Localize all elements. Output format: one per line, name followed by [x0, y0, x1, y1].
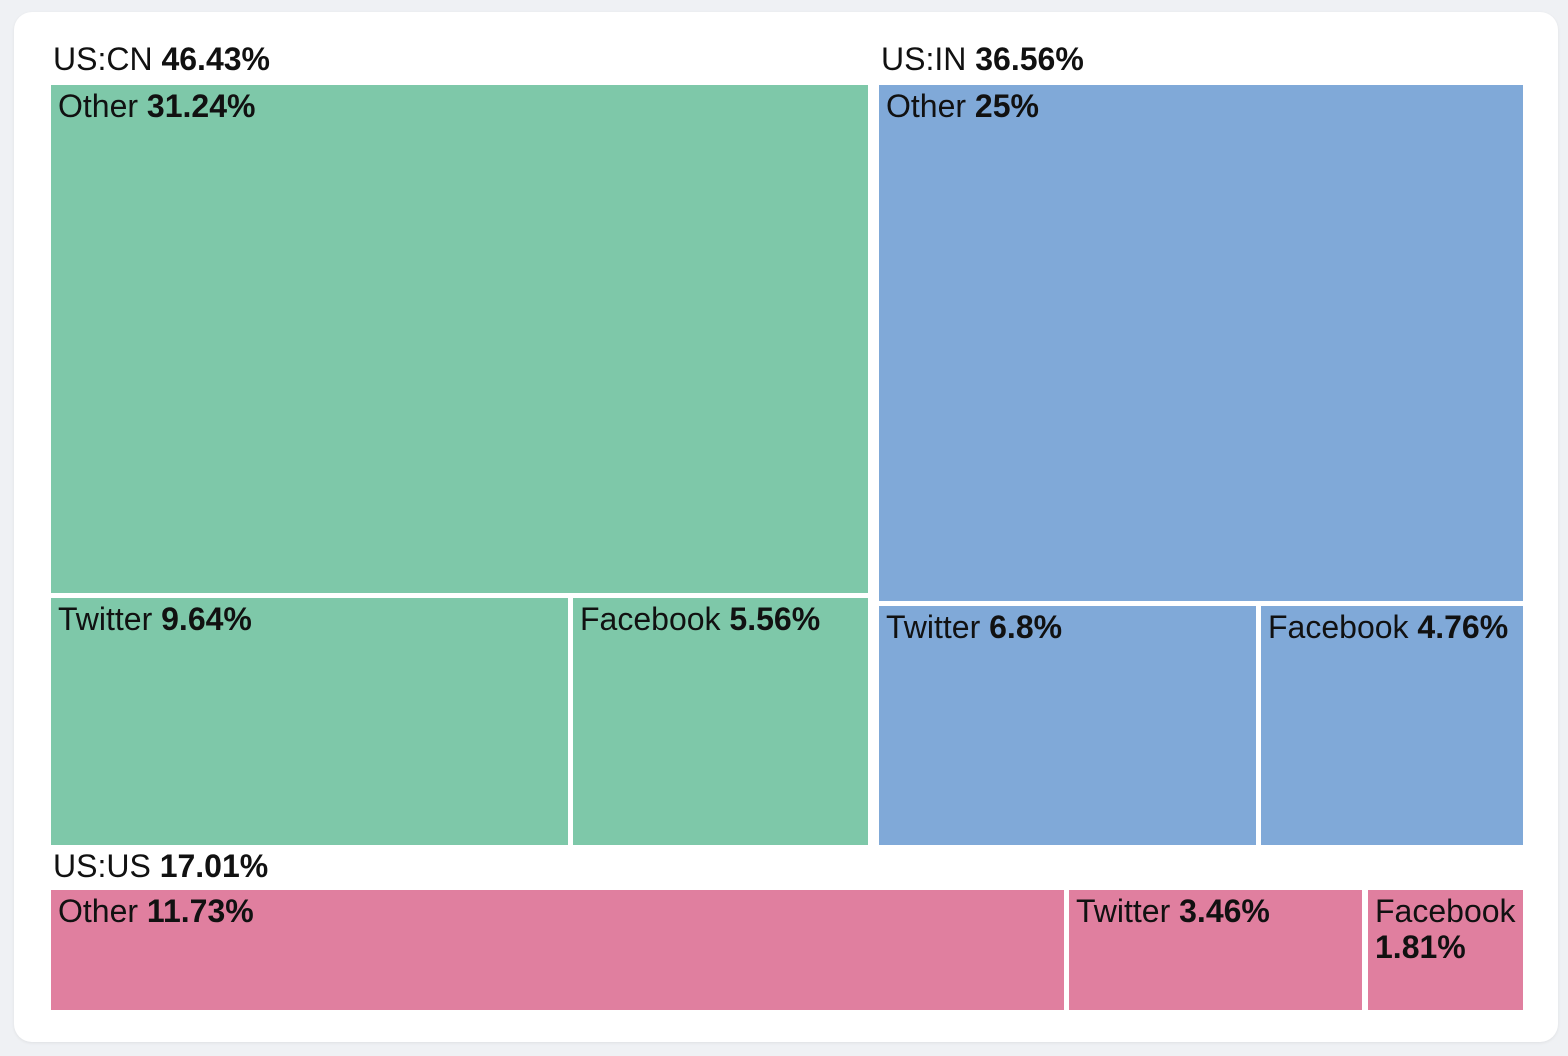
treemap-tile-us-us-twitter[interactable]: Twitter 3.46% [1069, 890, 1362, 1010]
treemap-tile-us-us-other[interactable]: Other 11.73% [51, 890, 1064, 1010]
tile-percent: 6.8% [989, 609, 1063, 645]
tile-name: Facebook [580, 601, 721, 637]
tile-name: Other [58, 893, 139, 929]
group-percent: 36.56% [975, 41, 1084, 77]
group-label: US:CN [53, 41, 153, 77]
tile-percent: 3.46% [1179, 893, 1270, 929]
treemap-tile-us-cn-twitter[interactable]: Twitter 9.64% [51, 598, 568, 845]
tile-label: Facebook 1.81% [1368, 890, 1523, 965]
treemap-tile-us-us-facebook[interactable]: Facebook 1.81% [1368, 890, 1523, 1010]
treemap-tile-us-cn-facebook[interactable]: Facebook 5.56% [573, 598, 868, 845]
tile-label: Other 25% [879, 85, 1523, 124]
tile-percent: 25% [974, 88, 1039, 124]
tile-name: Twitter [886, 609, 981, 645]
tile-name: Twitter [58, 601, 153, 637]
tile-name: Facebook [1375, 893, 1516, 929]
group-header-us-us: US:US 17.01% [53, 848, 268, 884]
group-label: US:IN [881, 41, 967, 77]
tile-name: Other [886, 88, 967, 124]
group-header-us-in: US:IN 36.56% [881, 41, 1084, 77]
tile-label: Twitter 3.46% [1069, 890, 1362, 929]
tile-percent: 11.73% [146, 893, 254, 929]
tile-percent: 4.76% [1417, 609, 1509, 645]
tile-label: Facebook 5.56% [573, 598, 868, 637]
tile-percent: 9.64% [161, 601, 252, 637]
group-label: US:US [53, 848, 151, 884]
treemap-tile-us-in-twitter[interactable]: Twitter 6.8% [879, 606, 1256, 845]
group-percent: 46.43% [161, 41, 270, 77]
tile-label: Twitter 9.64% [51, 598, 568, 637]
tile-label: Other 31.24% [51, 85, 868, 124]
tile-percent: 5.56% [729, 601, 821, 637]
tile-name: Twitter [1076, 893, 1171, 929]
tile-name: Facebook [1268, 609, 1409, 645]
group-percent: 17.01% [159, 848, 269, 884]
treemap-tile-us-in-other[interactable]: Other 25% [879, 85, 1523, 601]
treemap-tile-us-in-facebook[interactable]: Facebook 4.76% [1261, 606, 1523, 845]
tile-percent: 31.24% [146, 88, 256, 124]
tile-name: Other [58, 88, 139, 124]
tile-label: Twitter 6.8% [879, 606, 1256, 645]
treemap-tile-us-cn-other[interactable]: Other 31.24% [51, 85, 868, 593]
tile-label: Other 11.73% [51, 890, 1064, 929]
group-header-us-cn: US:CN 46.43% [53, 41, 270, 77]
tile-label: Facebook 4.76% [1261, 606, 1523, 645]
tile-percent: 1.81% [1375, 929, 1466, 965]
